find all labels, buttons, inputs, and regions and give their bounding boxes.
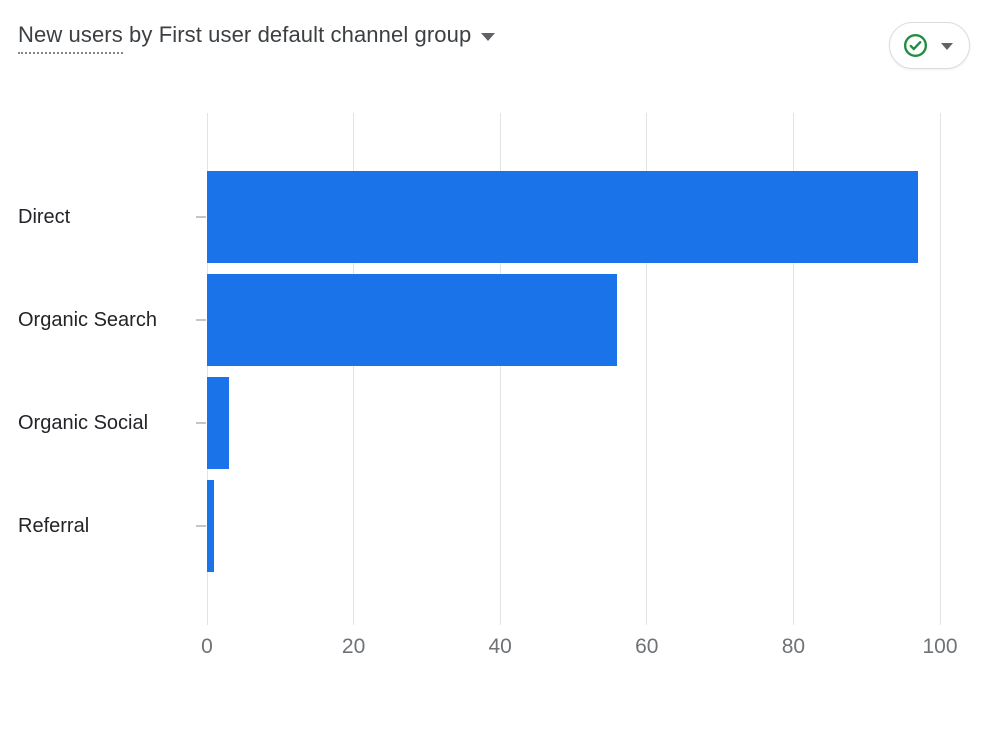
gridline — [939, 113, 941, 625]
gridline — [792, 113, 794, 625]
x-tick-label: 20 — [341, 635, 366, 658]
x-tick-label: 100 — [922, 635, 958, 658]
caret-down-icon — [481, 33, 496, 41]
chart-title-metric: New users — [18, 22, 123, 54]
bar-referral[interactable] — [207, 480, 215, 572]
gridline — [353, 113, 355, 625]
category-tick — [196, 319, 206, 321]
category-tick — [196, 525, 206, 527]
gridline — [206, 113, 208, 625]
data-quality-button[interactable] — [889, 22, 970, 69]
category-label: Organic Social — [18, 412, 149, 434]
x-tick-label: 80 — [781, 635, 806, 658]
card-header: New users by First user default channel … — [18, 20, 970, 69]
caret-down-icon — [941, 43, 953, 50]
chart-title-dropdown[interactable]: New users by First user default channel … — [18, 20, 496, 54]
category-label: Referral — [18, 515, 90, 537]
check-circle-icon — [903, 33, 928, 58]
category-tick — [196, 422, 206, 424]
x-tick-label: 40 — [488, 635, 512, 658]
x-tick-label: 0 — [201, 635, 213, 658]
chart-title-dimension: by First user default channel group — [122, 22, 472, 47]
gridline — [646, 113, 648, 625]
category-label: Organic Search — [18, 309, 157, 331]
category-tick — [196, 216, 206, 218]
x-tick-label: 60 — [635, 635, 659, 658]
gridline — [499, 113, 501, 625]
bar-direct[interactable] — [207, 171, 918, 263]
category-label: Direct — [18, 206, 71, 228]
bar-organic-search[interactable] — [207, 274, 618, 366]
bar-organic-social[interactable] — [207, 377, 229, 469]
chart-title: New users by First user default channel … — [18, 20, 472, 54]
